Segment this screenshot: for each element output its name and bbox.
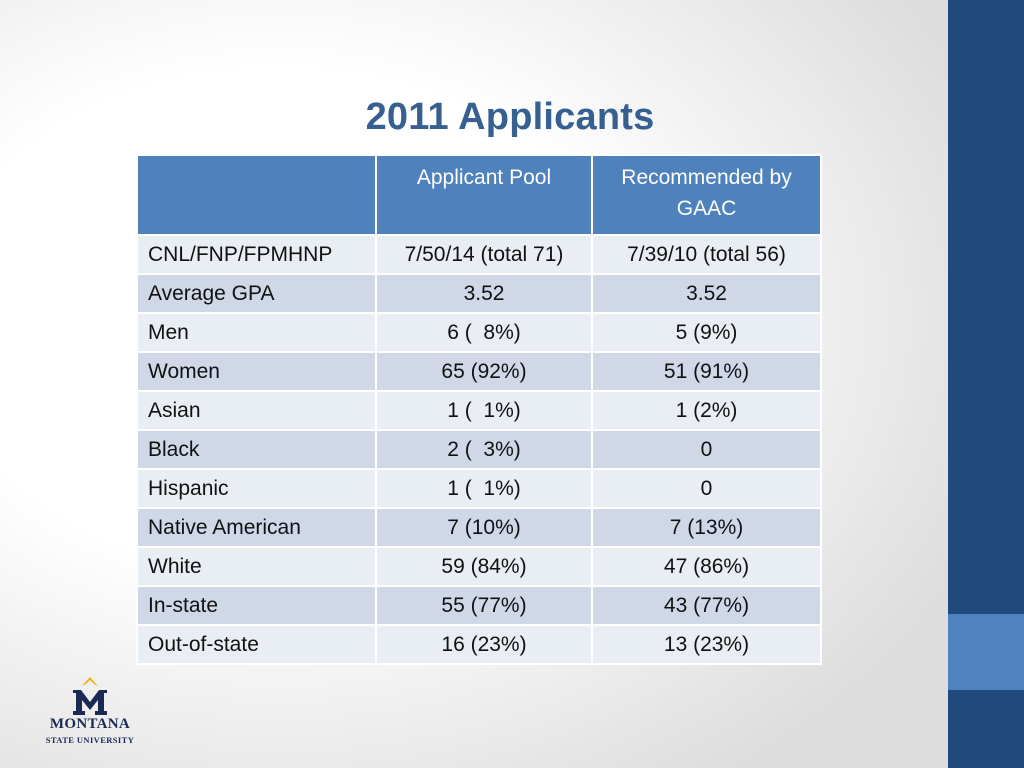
recommended-value: 0 xyxy=(591,429,822,470)
row-label: In-state xyxy=(136,585,377,626)
recommended-value: 0 xyxy=(591,468,822,509)
header-empty-cell xyxy=(136,154,377,236)
applicant-pool-value: 1 ( 1%) xyxy=(375,468,593,509)
applicant-pool-value: 59 (84%) xyxy=(375,546,593,587)
applicants-table: Applicant Pool Recommended by GAAC CNL/F… xyxy=(136,154,822,665)
recommended-value: 51 (91%) xyxy=(591,351,822,392)
table-row: Women 65 (92%) 51 (91%) xyxy=(136,351,822,392)
row-label: Average GPA xyxy=(136,273,377,314)
row-label: Out-of-state xyxy=(136,624,377,665)
table-row: Asian 1 ( 1%) 1 (2%) xyxy=(136,390,822,431)
table-header-row: Applicant Pool Recommended by GAAC xyxy=(136,154,822,236)
applicant-pool-value: 7/50/14 (total 71) xyxy=(375,234,593,275)
row-label: White xyxy=(136,546,377,587)
recommended-value: 43 (77%) xyxy=(591,585,822,626)
recommended-value: 5 (9%) xyxy=(591,312,822,353)
table-row: Hispanic 1 ( 1%) 0 xyxy=(136,468,822,509)
logo-subtitle: STATE UNIVERSITY xyxy=(45,735,135,745)
table-row: Out-of-state 16 (23%) 13 (23%) xyxy=(136,624,822,665)
recommended-value: 7/39/10 (total 56) xyxy=(591,234,822,275)
applicant-pool-value: 65 (92%) xyxy=(375,351,593,392)
header-recommended-by-gaac: Recommended by GAAC xyxy=(591,154,822,236)
slide-title: 2011 Applicants xyxy=(365,96,655,138)
recommended-value: 3.52 xyxy=(591,273,822,314)
table-row: Native American 7 (10%) 7 (13%) xyxy=(136,507,822,548)
table-row: White 59 (84%) 47 (86%) xyxy=(136,546,822,587)
applicant-pool-value: 2 ( 3%) xyxy=(375,429,593,470)
logo-wordmark: MONTANA xyxy=(49,716,131,732)
applicant-pool-value: 16 (23%) xyxy=(375,624,593,665)
table-row: Average GPA 3.52 3.52 xyxy=(136,273,822,314)
recommended-value: 13 (23%) xyxy=(591,624,822,665)
row-label: Native American xyxy=(136,507,377,548)
table-row: Black 2 ( 3%) 0 xyxy=(136,429,822,470)
table-row: Men 6 ( 8%) 5 (9%) xyxy=(136,312,822,353)
applicant-pool-value: 3.52 xyxy=(375,273,593,314)
row-label: CNL/FNP/FPMHNP xyxy=(136,234,377,275)
applicant-pool-value: 55 (77%) xyxy=(375,585,593,626)
recommended-value: 7 (13%) xyxy=(591,507,822,548)
applicant-pool-value: 7 (10%) xyxy=(375,507,593,548)
row-label: Asian xyxy=(136,390,377,431)
row-label: Women xyxy=(136,351,377,392)
decorative-side-bar-accent xyxy=(948,614,1024,690)
montana-state-logo: MONTANA STATE UNIVERSITY xyxy=(40,676,140,748)
recommended-value: 1 (2%) xyxy=(591,390,822,431)
row-label: Hispanic xyxy=(136,468,377,509)
recommended-value: 47 (86%) xyxy=(591,546,822,587)
row-label: Black xyxy=(136,429,377,470)
applicant-pool-value: 1 ( 1%) xyxy=(375,390,593,431)
table-row: CNL/FNP/FPMHNP 7/50/14 (total 71) 7/39/1… xyxy=(136,234,822,275)
msu-m-mountain-icon xyxy=(73,677,107,715)
header-applicant-pool: Applicant Pool xyxy=(375,154,593,236)
table-row: In-state 55 (77%) 43 (77%) xyxy=(136,585,822,626)
row-label: Men xyxy=(136,312,377,353)
applicant-pool-value: 6 ( 8%) xyxy=(375,312,593,353)
